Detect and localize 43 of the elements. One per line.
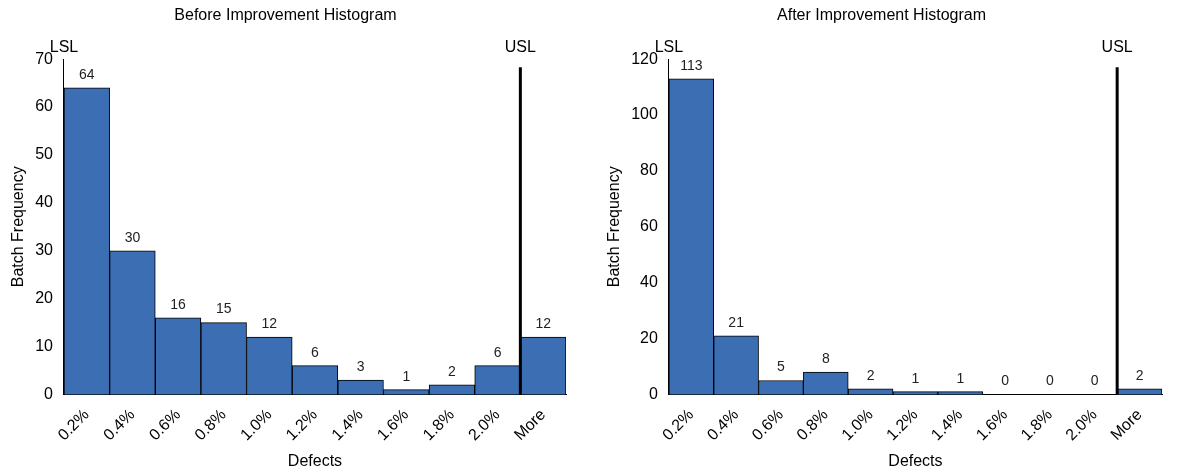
data-label: 0 — [1001, 372, 1010, 389]
data-label: 16 — [170, 295, 187, 312]
data-label: 113 — [680, 56, 703, 73]
y-tick-label: 80 — [640, 161, 658, 179]
data-label: 6 — [311, 343, 320, 360]
y-tick-label: 60 — [640, 217, 658, 235]
y-tick-label: 40 — [35, 193, 54, 211]
data-label: 6 — [493, 343, 502, 360]
data-label: 15 — [215, 300, 232, 317]
ref-line-label: USL — [504, 37, 537, 55]
y-tick-label: 20 — [640, 328, 658, 346]
data-label: 30 — [124, 228, 141, 245]
ref-line-label: USL — [1101, 37, 1133, 55]
y-tick-label: 20 — [35, 289, 54, 307]
y-tick-label: 60 — [35, 97, 54, 115]
y-tick-label: 30 — [35, 241, 54, 259]
data-label: 1 — [911, 369, 920, 386]
data-label: 64 — [79, 65, 95, 82]
data-label: 12 — [535, 314, 552, 331]
chart-title: After Improvement Histogram — [777, 6, 986, 24]
data-label: 21 — [728, 313, 745, 330]
data-label: 2 — [866, 366, 875, 383]
y-tick-label: 100 — [631, 105, 658, 123]
y-axis-title: Batch Frequency — [605, 166, 623, 288]
data-label: 0 — [1046, 372, 1055, 389]
data-label: 2 — [448, 362, 457, 379]
chart-title: Before Improvement Histogram — [174, 6, 397, 24]
y-tick-label: 50 — [35, 145, 54, 163]
data-label: 2 — [1135, 366, 1144, 383]
data-label: 1 — [956, 369, 965, 386]
data-label: 3 — [356, 357, 365, 374]
data-label: 0 — [1090, 372, 1099, 389]
y-tick-label: 0 — [44, 384, 54, 402]
x-axis-title: Defects — [888, 451, 943, 469]
y-axis-title: Batch Frequency — [9, 166, 27, 288]
data-label: 5 — [777, 358, 786, 375]
data-label: 8 — [821, 349, 830, 366]
y-tick-label: 10 — [35, 336, 54, 354]
y-tick-label: 40 — [640, 273, 658, 291]
data-label: 12 — [261, 314, 278, 331]
x-axis-title: Defects — [287, 451, 343, 469]
y-tick-label: 0 — [648, 384, 658, 402]
data-label: 1 — [402, 367, 411, 384]
